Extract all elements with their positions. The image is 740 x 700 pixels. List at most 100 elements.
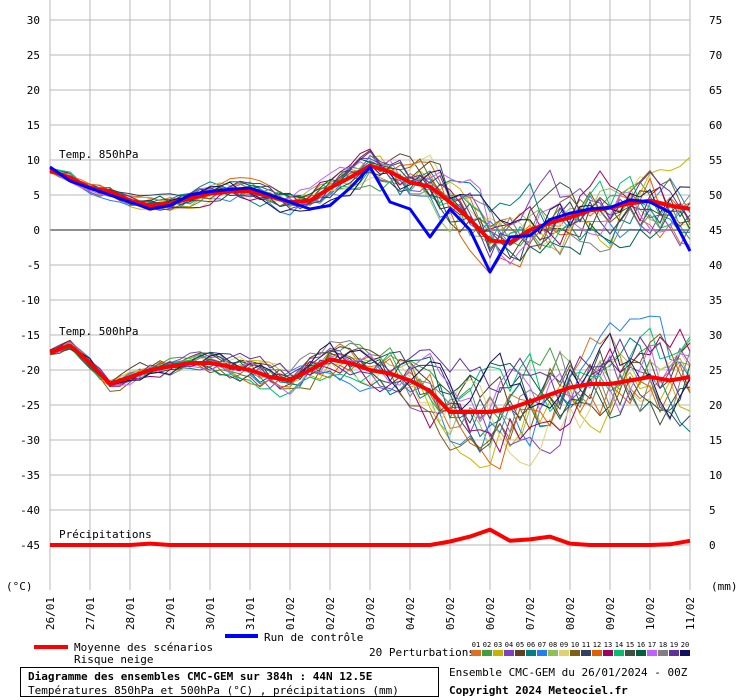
- perturbation-number: 11: [582, 641, 590, 649]
- perturbation-swatch: [537, 650, 547, 656]
- perturbation-color-legend: 01 02 03 04 05 06 07 08 09 10 11 12 13 14 15 16 17 18 19 20: [471, 641, 690, 656]
- ensemble-run-info: Ensemble CMC-GEM du 26/01/2024 - 00Z: [449, 666, 688, 679]
- panel-label-t850: Temp. 850hPa: [59, 148, 138, 161]
- chart-subtitle: Températures 850hPa et 500hPa (°C) , pré…: [28, 684, 399, 697]
- x-tick-label: 30/01: [204, 597, 217, 630]
- perturbation-swatch: [680, 650, 690, 656]
- x-tick-label: 01/02: [284, 597, 297, 630]
- perturbation-number: 09: [560, 641, 568, 649]
- perturbation-number: 19: [670, 641, 678, 649]
- perturbation-13-t500: [49, 328, 691, 454]
- perturbation-18-t500: [49, 340, 691, 434]
- right-tick-label: 75: [709, 14, 722, 27]
- x-tick-label: 10/02: [644, 597, 657, 630]
- perturbation-swatch: [603, 650, 613, 656]
- right-tick-label: 20: [709, 399, 722, 412]
- chart-gridlines: [49, 0, 691, 590]
- perturbation-14-t500: [49, 327, 691, 414]
- left-axis-ticks: 30 25 20 15 10 5 0 -5 -10 -15 -20 -25 -30 -35 -40 -45: [20, 14, 40, 552]
- left-tick-label: 10: [27, 154, 40, 167]
- left-tick-label: 25: [27, 49, 40, 62]
- right-tick-label: 40: [709, 259, 722, 272]
- perturbation-19-t850: [49, 151, 691, 260]
- right-tick-label: 65: [709, 84, 722, 97]
- left-tick-label: 5: [33, 189, 40, 202]
- perturbation-swatch: [658, 650, 668, 656]
- perturbation-number: 17: [648, 641, 656, 649]
- perturbation-number: 12: [593, 641, 601, 649]
- right-tick-label: 15: [709, 434, 722, 447]
- perturbation-swatch: [614, 650, 624, 656]
- perturbation-15-t850: [49, 160, 691, 251]
- perturbation-swatch: [625, 650, 635, 656]
- x-tick-label: 28/01: [124, 597, 137, 630]
- left-axis-unit: (°C): [6, 580, 33, 593]
- perturbation-number: 15: [626, 641, 634, 649]
- perturbation-number: 10: [571, 641, 579, 649]
- perturbation-swatch: [559, 650, 569, 656]
- perturbation-05-t500: [49, 339, 691, 419]
- series-contr-le-t850: [49, 165, 692, 274]
- right-tick-label: 10: [709, 469, 722, 482]
- x-tick-label: 05/02: [444, 597, 457, 630]
- series-moyenne-pr-cipitations: [50, 527, 691, 547]
- legend-snow-label: Risque neige: [74, 653, 153, 666]
- perturbation-swatch: [669, 650, 679, 656]
- chart-title: Diagramme des ensembles CMC-GEM sur 384h…: [28, 670, 373, 683]
- left-tick-label: 15: [27, 119, 40, 132]
- panel-label-precip: Précipitations: [59, 528, 152, 541]
- perturbation-swatch: [471, 650, 481, 656]
- left-tick-label: -30: [20, 434, 40, 447]
- x-tick-label: 31/01: [244, 597, 257, 630]
- legend-control-label: Run de contrôle: [264, 631, 363, 644]
- left-tick-label: 20: [27, 84, 40, 97]
- left-tick-label: -10: [20, 294, 40, 307]
- left-tick-label: 0: [33, 224, 40, 237]
- perturbation-swatch: [570, 650, 580, 656]
- perturbation-19-t500: [49, 336, 691, 407]
- perturbation-number: 05: [516, 641, 524, 649]
- right-tick-label: 35: [709, 294, 722, 307]
- perturbation-swatch: [636, 650, 646, 656]
- perturbation-number: 06: [527, 641, 535, 649]
- perturbation-swatch: [504, 650, 514, 656]
- right-tick-label: 0: [709, 539, 716, 552]
- x-tick-label: 29/01: [164, 597, 177, 630]
- x-tick-label: 09/02: [604, 597, 617, 630]
- right-axis-unit: (mm): [711, 580, 738, 593]
- perturbation-number: 20: [681, 641, 689, 649]
- right-tick-label: 55: [709, 154, 722, 167]
- x-tick-label: 08/02: [564, 597, 577, 630]
- x-tick-label: 07/02: [524, 597, 537, 630]
- left-tick-label: -25: [20, 399, 40, 412]
- copyright: Copyright 2024 Meteociel.fr: [449, 684, 628, 697]
- perturbation-number: 07: [538, 641, 546, 649]
- perturbation-lines: [49, 148, 691, 470]
- x-tick-label: 02/02: [324, 597, 337, 630]
- perturbation-number: 13: [604, 641, 612, 649]
- perturbation-06-t850: [49, 160, 690, 245]
- perturbation-swatch: [526, 650, 536, 656]
- perturbation-number: 14: [615, 641, 623, 649]
- perturbation-number: 03: [494, 641, 502, 649]
- perturbation-swatch: [581, 650, 591, 656]
- x-tick-label: 04/02: [404, 597, 417, 630]
- main-series-lines: [49, 163, 692, 547]
- legend-perturbations-label: 20 Perturbations: [369, 646, 475, 659]
- perturbation-number: 01: [472, 641, 480, 649]
- perturbation-swatch: [515, 650, 525, 656]
- right-tick-label: 70: [709, 49, 722, 62]
- perturbation-number: 08: [549, 641, 557, 649]
- perturbation-12-t500: [49, 346, 691, 470]
- perturbation-swatch: [493, 650, 503, 656]
- perturbation-number: 18: [659, 641, 667, 649]
- perturbation-swatch: [592, 650, 602, 656]
- x-tick-label: 27/01: [84, 597, 97, 630]
- right-tick-label: 45: [709, 224, 722, 237]
- perturbation-swatch: [647, 650, 657, 656]
- perturbation-number: 04: [505, 641, 513, 649]
- right-tick-label: 25: [709, 364, 722, 377]
- right-tick-label: 5: [709, 504, 716, 517]
- left-tick-label: -5: [27, 259, 40, 272]
